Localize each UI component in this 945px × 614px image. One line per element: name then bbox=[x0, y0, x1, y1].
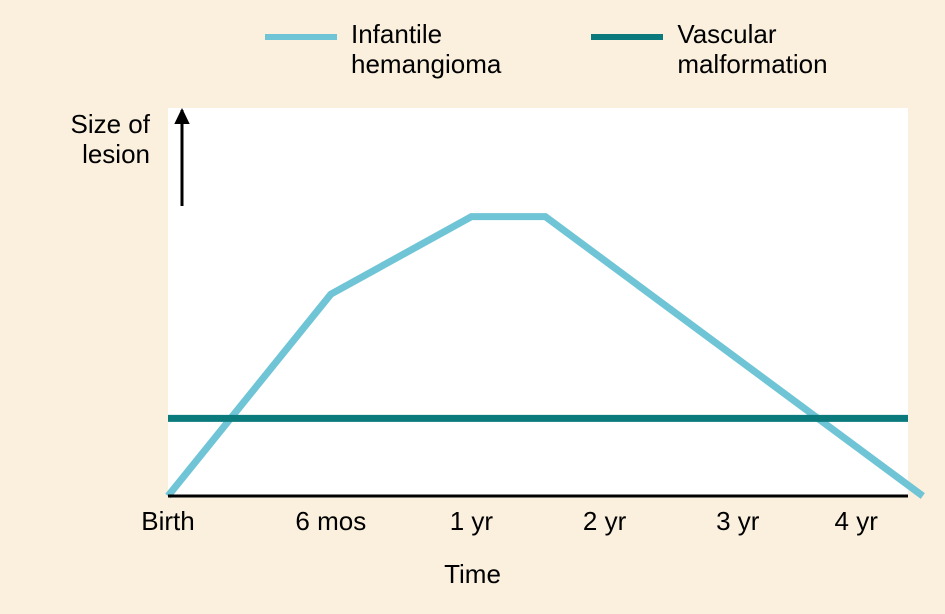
x-tick-label: 3 yr bbox=[716, 506, 759, 537]
x-tick-label: 1 yr bbox=[450, 506, 493, 537]
x-tick-label: 2 yr bbox=[583, 506, 626, 537]
x-axis-label-text: Time bbox=[444, 559, 501, 589]
x-axis-label: Time bbox=[0, 559, 945, 590]
x-tick-label: 6 mos bbox=[295, 506, 366, 537]
chart-container: Infantile hemangioma Vascular malformati… bbox=[0, 0, 945, 614]
x-tick-label: Birth bbox=[141, 506, 194, 537]
x-tick-label: 4 yr bbox=[835, 506, 878, 537]
